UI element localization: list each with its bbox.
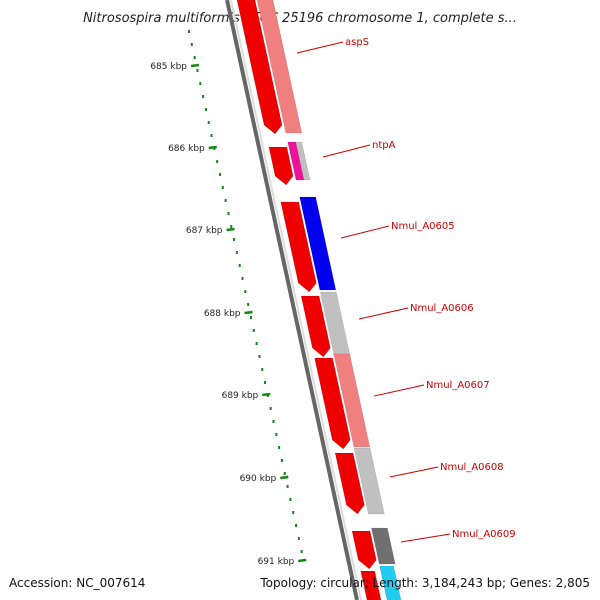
- ruler-dot: [272, 420, 275, 423]
- ruler-dot: [244, 290, 247, 293]
- leader-line: [340, 225, 390, 239]
- genome-summary-text: Topology: circular; Length: 3,184,243 bp…: [259, 576, 590, 590]
- ruler-dot: [221, 186, 224, 189]
- ruler-tick-label: 686 kbp: [168, 144, 205, 154]
- cog-segment: [256, 0, 303, 134]
- ruler-tick: [208, 145, 217, 150]
- cog-segment: [333, 353, 371, 448]
- ruler-dot: [241, 277, 244, 280]
- ruler-dot: [210, 134, 213, 137]
- ruler-dot: [190, 43, 193, 46]
- ruler-dot: [233, 238, 236, 241]
- ruler-dot: [255, 342, 258, 345]
- cog-segment: [379, 565, 402, 600]
- ruler-dot: [286, 485, 289, 488]
- ruler-dot: [297, 537, 300, 540]
- ruler: 685 kbp 686 kbp 687 kbp 688 kbp 689 kbp 690 k…: [150, 62, 307, 567]
- ruler-dot: [188, 30, 190, 33]
- ruler-dot: [196, 69, 199, 72]
- ruler-tick-label: 689 kbp: [222, 391, 259, 401]
- gene-label-7: Nmul_A0609: [452, 529, 516, 540]
- ruler-tick: [226, 227, 235, 232]
- cog-segment: [371, 527, 396, 565]
- ruler-dot: [249, 316, 252, 319]
- map-title: Nitrosospira multiformis ATCC 25196 chro…: [83, 11, 517, 26]
- gene-track: [236, 0, 402, 600]
- gene-label-4: Nmul_A0606: [410, 303, 474, 314]
- backbone: [225, 0, 362, 600]
- cds-arrow: [334, 452, 365, 515]
- cds-arrow: [300, 295, 331, 358]
- gene-label-3: Nmul_A0605: [391, 221, 455, 232]
- ruler-dot: [283, 472, 286, 475]
- leader-line: [389, 466, 439, 478]
- ruler-dot: [269, 407, 272, 410]
- gene-label-2: ntpA: [372, 140, 396, 151]
- ruler-tick-label: 690 kbp: [240, 474, 277, 484]
- gene-label-5: Nmul_A0607: [426, 380, 490, 391]
- ruler-dot: [193, 56, 196, 59]
- ruler-dot: [247, 303, 250, 306]
- cog-segment: [353, 447, 385, 515]
- cds-arrow: [236, 0, 283, 135]
- ruler-dot: [264, 381, 267, 384]
- ruler-tick: [298, 558, 307, 563]
- ruler-dot: [280, 459, 283, 462]
- ruler-dot: [199, 82, 202, 85]
- ruler-dot: [230, 225, 233, 228]
- cds-arrow: [314, 357, 351, 450]
- ruler-dot: [258, 355, 261, 358]
- cog-segment: [295, 141, 311, 181]
- cds-arrow: [280, 201, 317, 293]
- ruler-dot: [227, 212, 230, 215]
- ruler-tick-label: 691 kbp: [258, 557, 295, 567]
- cds-arrow: [351, 530, 377, 570]
- ruler-dot: [216, 160, 219, 163]
- ruler-tick-label: 687 kbp: [186, 226, 223, 236]
- ruler-dot: [275, 433, 278, 436]
- ruler-dot: [204, 108, 207, 111]
- ruler-dot: [292, 511, 295, 514]
- ruler-tick-label: 685 kbp: [150, 62, 187, 72]
- ruler-dot: [300, 550, 303, 553]
- gene-labels: aspS ntpA Nmul_A0605 Nmul_A0606 Nmul_A0607 Nm…: [296, 37, 516, 543]
- ruler-tick: [190, 63, 200, 68]
- ruler-dot: [218, 173, 221, 176]
- leader-line: [296, 41, 344, 54]
- ruler-dot: [278, 446, 281, 449]
- accession-text: Accession: NC_007614: [9, 576, 145, 590]
- ruler-tick: [280, 475, 289, 480]
- cds-fragment: [360, 570, 382, 600]
- gene-label-6: Nmul_A0608: [440, 462, 504, 473]
- ruler-dot: [235, 251, 238, 254]
- ruler-dot: [207, 121, 210, 124]
- cds-arrow: [268, 146, 294, 186]
- ruler-tick-label: 688 kbp: [204, 309, 241, 319]
- ruler-dot: [261, 368, 264, 371]
- leader-line: [358, 307, 409, 320]
- ruler-dot: [224, 199, 227, 202]
- leader-line: [400, 533, 451, 543]
- ruler-dot: [252, 329, 255, 332]
- ruler-dot: [289, 498, 292, 501]
- gene-label-1: aspS: [345, 37, 369, 48]
- ruler-dot: [238, 264, 241, 267]
- cog-segment: [299, 196, 337, 291]
- leader-line: [373, 384, 425, 397]
- ruler-tick: [244, 310, 253, 315]
- ruler-dot: [202, 95, 205, 98]
- leader-line: [322, 144, 371, 158]
- ruler-dot: [295, 524, 298, 527]
- ruler-dotted-track: [188, 30, 303, 553]
- ruler-tick: [262, 392, 271, 397]
